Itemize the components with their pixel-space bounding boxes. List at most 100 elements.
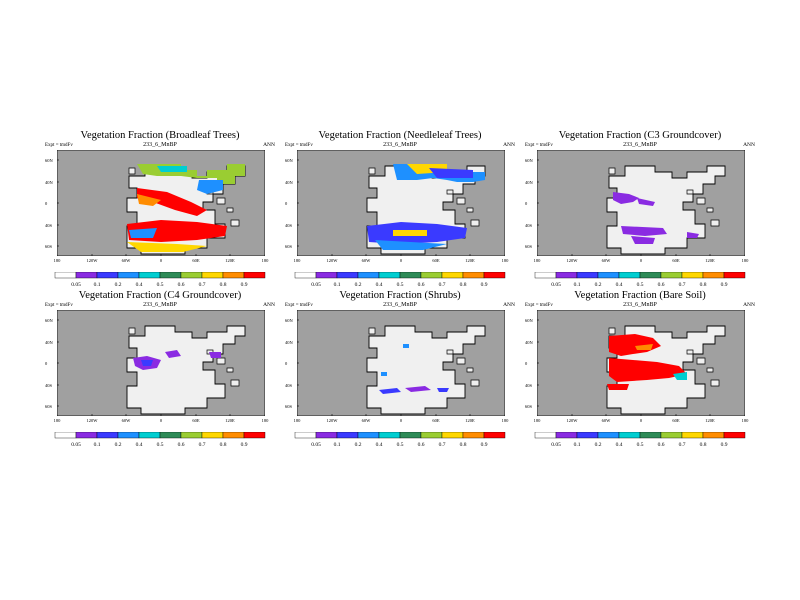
colorbar-label: 0.05 xyxy=(551,282,561,288)
lat-tick-label: 60N xyxy=(525,318,533,323)
panel-subtitle: 233_6_MnBP xyxy=(623,142,657,148)
colorbar-label: 0.5 xyxy=(397,442,404,448)
colorbar-swatch xyxy=(420,432,443,439)
season-label: ANN xyxy=(503,142,515,148)
lon-tick-label: 120W xyxy=(326,258,338,263)
map-panel: Vegetation Fraction (Shrubs) Expt = tmdFv… xyxy=(285,290,515,455)
vegetation-region xyxy=(437,388,449,392)
island xyxy=(696,197,706,205)
island xyxy=(710,219,720,227)
colorbar-label: 0.8 xyxy=(460,282,467,288)
colorbar-swatch xyxy=(138,432,161,439)
island xyxy=(446,349,454,355)
island xyxy=(216,357,226,365)
vegetation-region xyxy=(157,166,187,172)
lon-tick-label: 120E xyxy=(705,258,715,263)
lon-tick-label: 180 xyxy=(293,418,301,423)
colorbar-label: 0.9 xyxy=(721,442,728,448)
vegetation-region xyxy=(141,360,153,366)
vegetation-region xyxy=(621,226,667,236)
colorbar-label: 0.5 xyxy=(637,282,644,288)
vegetation-region xyxy=(137,188,207,216)
colorbar-swatch xyxy=(639,432,662,439)
island xyxy=(368,167,376,175)
island xyxy=(696,357,706,365)
expt-label: Expt = tmdFv xyxy=(285,303,313,308)
colorbar: 0.05 0.1 0.2 0.4 0.5 0.6 0.7 0.8 0.9 xyxy=(45,272,275,292)
vegetation-region xyxy=(637,198,655,206)
season-label: ANN xyxy=(743,302,755,308)
colorbar-swatch xyxy=(243,432,266,439)
colorbar-swatch xyxy=(462,432,485,439)
lat-tick-label: 0 xyxy=(525,201,528,206)
island xyxy=(230,379,240,387)
vegetation-region xyxy=(687,232,699,238)
expt-label: Expt = tmdFv xyxy=(525,143,553,148)
lat-tick-label: 60N xyxy=(285,158,293,163)
colorbar-swatch xyxy=(555,432,578,439)
colorbar-label: 0.1 xyxy=(334,282,341,288)
lon-tick-label: 180 xyxy=(741,418,749,423)
expt-label: Expt = tmdFv xyxy=(45,303,73,308)
island xyxy=(226,207,234,213)
panel-title: Vegetation Fraction (C3 Groundcover) xyxy=(558,130,722,141)
colorbar-label: 0.4 xyxy=(376,442,383,448)
colorbar-swatch xyxy=(336,432,359,439)
colorbar-label: 0.6 xyxy=(178,442,185,448)
lon-tick-label: 60W xyxy=(121,418,131,423)
lon-tick-label: 180 xyxy=(533,418,541,423)
island xyxy=(456,197,466,205)
colorbar-swatch xyxy=(483,432,506,439)
lon-tick-label: 180 xyxy=(293,258,301,263)
colorbar-swatch xyxy=(660,272,683,279)
lon-tick-label: 180 xyxy=(533,258,541,263)
colorbar-swatch xyxy=(243,272,266,279)
colorbar-swatch xyxy=(576,432,599,439)
vegetation-region xyxy=(209,352,221,358)
colorbar-label: 0.6 xyxy=(658,282,665,288)
lat-tick-label: 60N xyxy=(525,158,533,163)
colorbar-swatch xyxy=(378,432,401,439)
colorbar-label: 0.7 xyxy=(199,442,206,448)
vegetation-region xyxy=(429,168,473,178)
colorbar-swatch xyxy=(681,432,704,439)
map-panel: Vegetation Fraction (Bare Soil) Expt = tm… xyxy=(525,290,755,455)
colorbar-swatch xyxy=(702,432,725,439)
colorbar-swatch xyxy=(180,432,203,439)
colorbar-swatch xyxy=(222,272,245,279)
season-label: ANN xyxy=(263,142,275,148)
colorbar-label: 0.05 xyxy=(71,442,81,448)
colorbar-swatch xyxy=(315,272,338,279)
lat-tick-label: 40N xyxy=(525,340,533,345)
island xyxy=(608,167,616,175)
lat-tick-label: 40N xyxy=(285,340,293,345)
vegetation-region xyxy=(403,344,409,348)
colorbar-swatch xyxy=(201,272,224,279)
lat-tick-label: 60S xyxy=(45,244,53,249)
lon-tick-label: 180 xyxy=(261,258,269,263)
lon-tick-label: 60W xyxy=(361,258,371,263)
vegetation-region xyxy=(607,384,629,390)
colorbar-swatch xyxy=(357,272,380,279)
expt-label: Expt = tmdFv xyxy=(285,143,313,148)
lon-tick-label: 120W xyxy=(326,418,338,423)
lon-tick-label: 0 xyxy=(399,418,403,423)
lat-tick-label: 40S xyxy=(45,383,53,388)
lat-tick-label: 40N xyxy=(285,180,293,185)
vegetation-region xyxy=(673,372,687,380)
lat-tick-label: 60N xyxy=(45,158,53,163)
lon-tick-label: 180 xyxy=(53,258,61,263)
panel-subtitle: 233_6_MnBP xyxy=(143,142,177,148)
colorbar-label: 0.2 xyxy=(355,282,362,288)
colorbar-swatch xyxy=(660,432,683,439)
lat-tick-label: 60S xyxy=(285,244,293,249)
colorbar-swatch xyxy=(441,272,464,279)
colorbar-swatch xyxy=(222,432,245,439)
vegetation-region xyxy=(613,192,639,204)
panel-title: Vegetation Fraction (Needleleaf Trees) xyxy=(318,130,482,141)
lon-tick-label: 120E xyxy=(705,418,715,423)
colorbar-swatch xyxy=(96,272,119,279)
lat-tick-label: 40S xyxy=(45,223,53,228)
colorbar-swatch xyxy=(294,272,317,279)
lon-tick-label: 60E xyxy=(672,418,680,423)
